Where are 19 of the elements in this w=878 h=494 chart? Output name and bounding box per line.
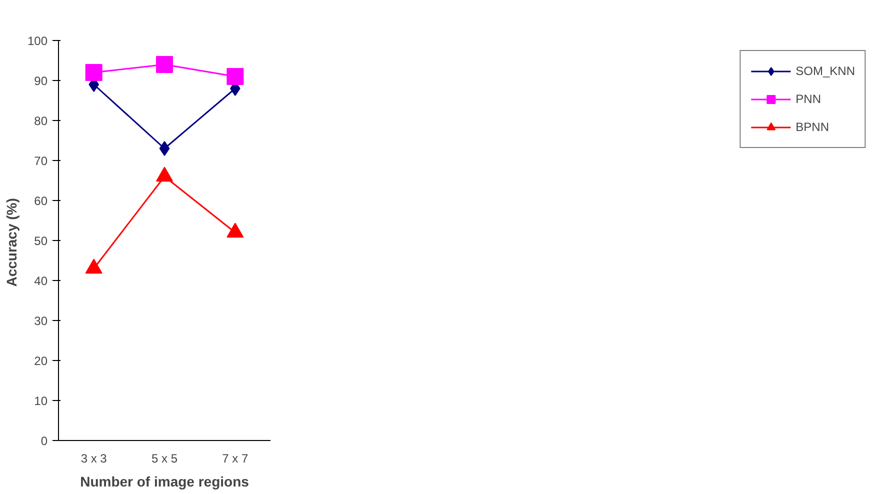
y-tick-label: 20 bbox=[34, 354, 48, 368]
legend-label: PNN bbox=[796, 92, 821, 106]
y-tick-label: 100 bbox=[27, 34, 48, 48]
x-tick-label: 7 x 7 bbox=[222, 452, 248, 466]
legend-label: BPNN bbox=[796, 120, 829, 134]
y-tick-label: 50 bbox=[34, 234, 48, 248]
y-tick-label: 0 bbox=[40, 434, 48, 448]
y-tick-label: 40 bbox=[34, 274, 48, 288]
y-tick-label: 10 bbox=[34, 394, 48, 408]
y-tick-label: 60 bbox=[34, 194, 48, 208]
y-tick-label: 70 bbox=[34, 154, 48, 168]
y-tick-label: 80 bbox=[34, 114, 48, 128]
x-tick-label: 5 x 5 bbox=[151, 452, 178, 466]
y-axis-title: Accuracy (%) bbox=[3, 198, 20, 287]
y-tick-label: 30 bbox=[34, 314, 48, 328]
y-tick-label: 90 bbox=[34, 74, 48, 88]
x-tick-label: 3 x 3 bbox=[80, 452, 108, 466]
legend-label: SOM_KNN bbox=[796, 64, 855, 78]
x-axis-title: Number of image regions bbox=[80, 474, 250, 490]
